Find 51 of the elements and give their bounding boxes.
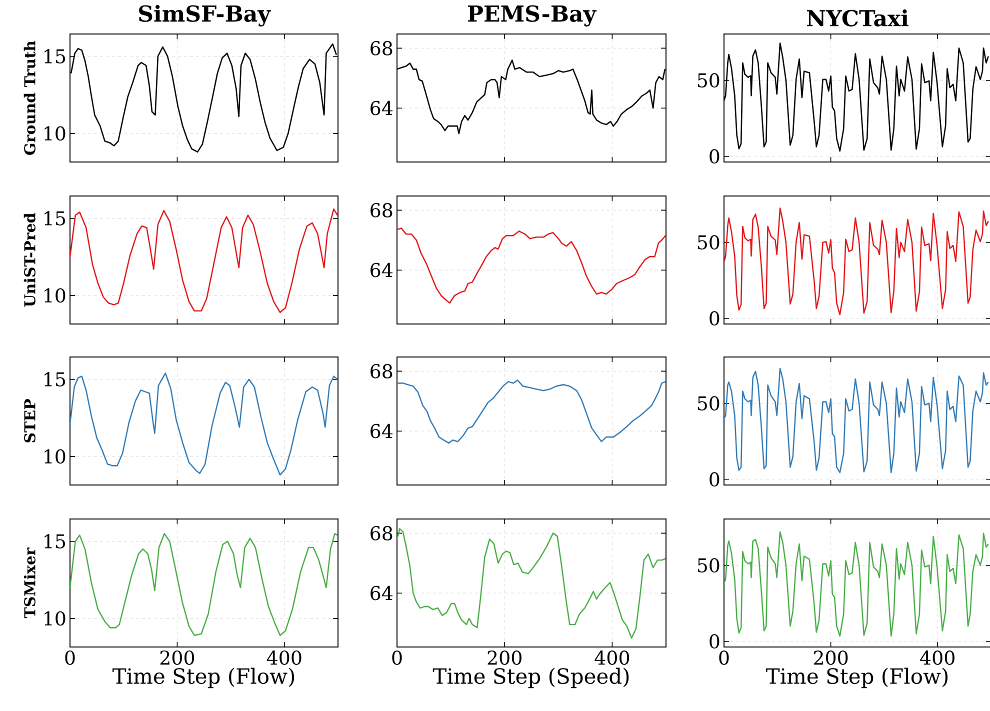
y-tick-label: 10 <box>44 288 66 303</box>
y-tick-label: 15 <box>44 49 65 64</box>
line-series <box>397 528 666 639</box>
y-tick-label: 10 <box>44 449 66 464</box>
x-tick-label: 0 <box>65 650 75 665</box>
y-tick-label: 64 <box>370 424 393 438</box>
x-tick-label: 200 <box>814 650 848 665</box>
x-tick-label: 400 <box>266 650 302 665</box>
y-tick-label: 0 <box>710 472 720 487</box>
y-tick-label: 0 <box>710 311 720 326</box>
chart-title: PEMS-Bay <box>468 5 597 26</box>
x-tick-label: 400 <box>920 650 954 665</box>
x-tick-label: 200 <box>160 650 194 665</box>
y-axis-title: UniST-Pred <box>24 213 36 307</box>
y-tick-label: 15 <box>44 534 65 549</box>
y-tick-label: 15 <box>44 372 65 387</box>
line-series <box>70 208 338 314</box>
y-tick-label: 68 <box>370 526 392 540</box>
y-tick-label: 0 <box>710 149 720 164</box>
chart-title: SimSF-Bay <box>139 4 271 26</box>
x-tick-label: 0 <box>392 650 402 665</box>
y-tick-label: 0 <box>710 634 720 649</box>
x-tick-label: 200 <box>488 650 522 665</box>
y-tick-label: 50 <box>698 235 720 250</box>
line-series <box>70 532 338 636</box>
y-tick-label: 64 <box>370 262 393 278</box>
x-tick-label: 400 <box>594 650 630 665</box>
y-tick-label: 68 <box>370 364 392 378</box>
y-tick-label: 15 <box>44 211 65 226</box>
line-series <box>397 228 666 304</box>
y-axis-title: Ground Truth <box>24 40 36 155</box>
chart-title: NYCTaxi <box>807 9 908 26</box>
y-tick-label: 10 <box>44 126 66 141</box>
x-tick-label: 0 <box>719 650 729 665</box>
line-series <box>724 531 989 637</box>
y-tick-label: 10 <box>44 611 66 626</box>
y-tick-label: 64 <box>370 586 393 600</box>
line-series <box>70 372 338 476</box>
y-tick-label: 50 <box>698 558 720 573</box>
y-axis-title: TSMixer <box>24 548 36 618</box>
x-axis-title: Time Step (Speed) <box>432 668 629 688</box>
y-tick-label: 64 <box>370 100 393 116</box>
y-tick-label: 50 <box>698 396 720 411</box>
line-series <box>724 208 989 316</box>
y-tick-label: 50 <box>698 73 720 88</box>
y-tick-label: 68 <box>370 41 392 56</box>
x-axis-title: Time Step (Flow) <box>766 668 948 688</box>
y-tick-label: 68 <box>370 203 392 218</box>
line-series <box>724 368 989 474</box>
x-axis-title: Time Step (Flow) <box>112 668 294 688</box>
y-axis-title: STEP <box>24 399 36 442</box>
